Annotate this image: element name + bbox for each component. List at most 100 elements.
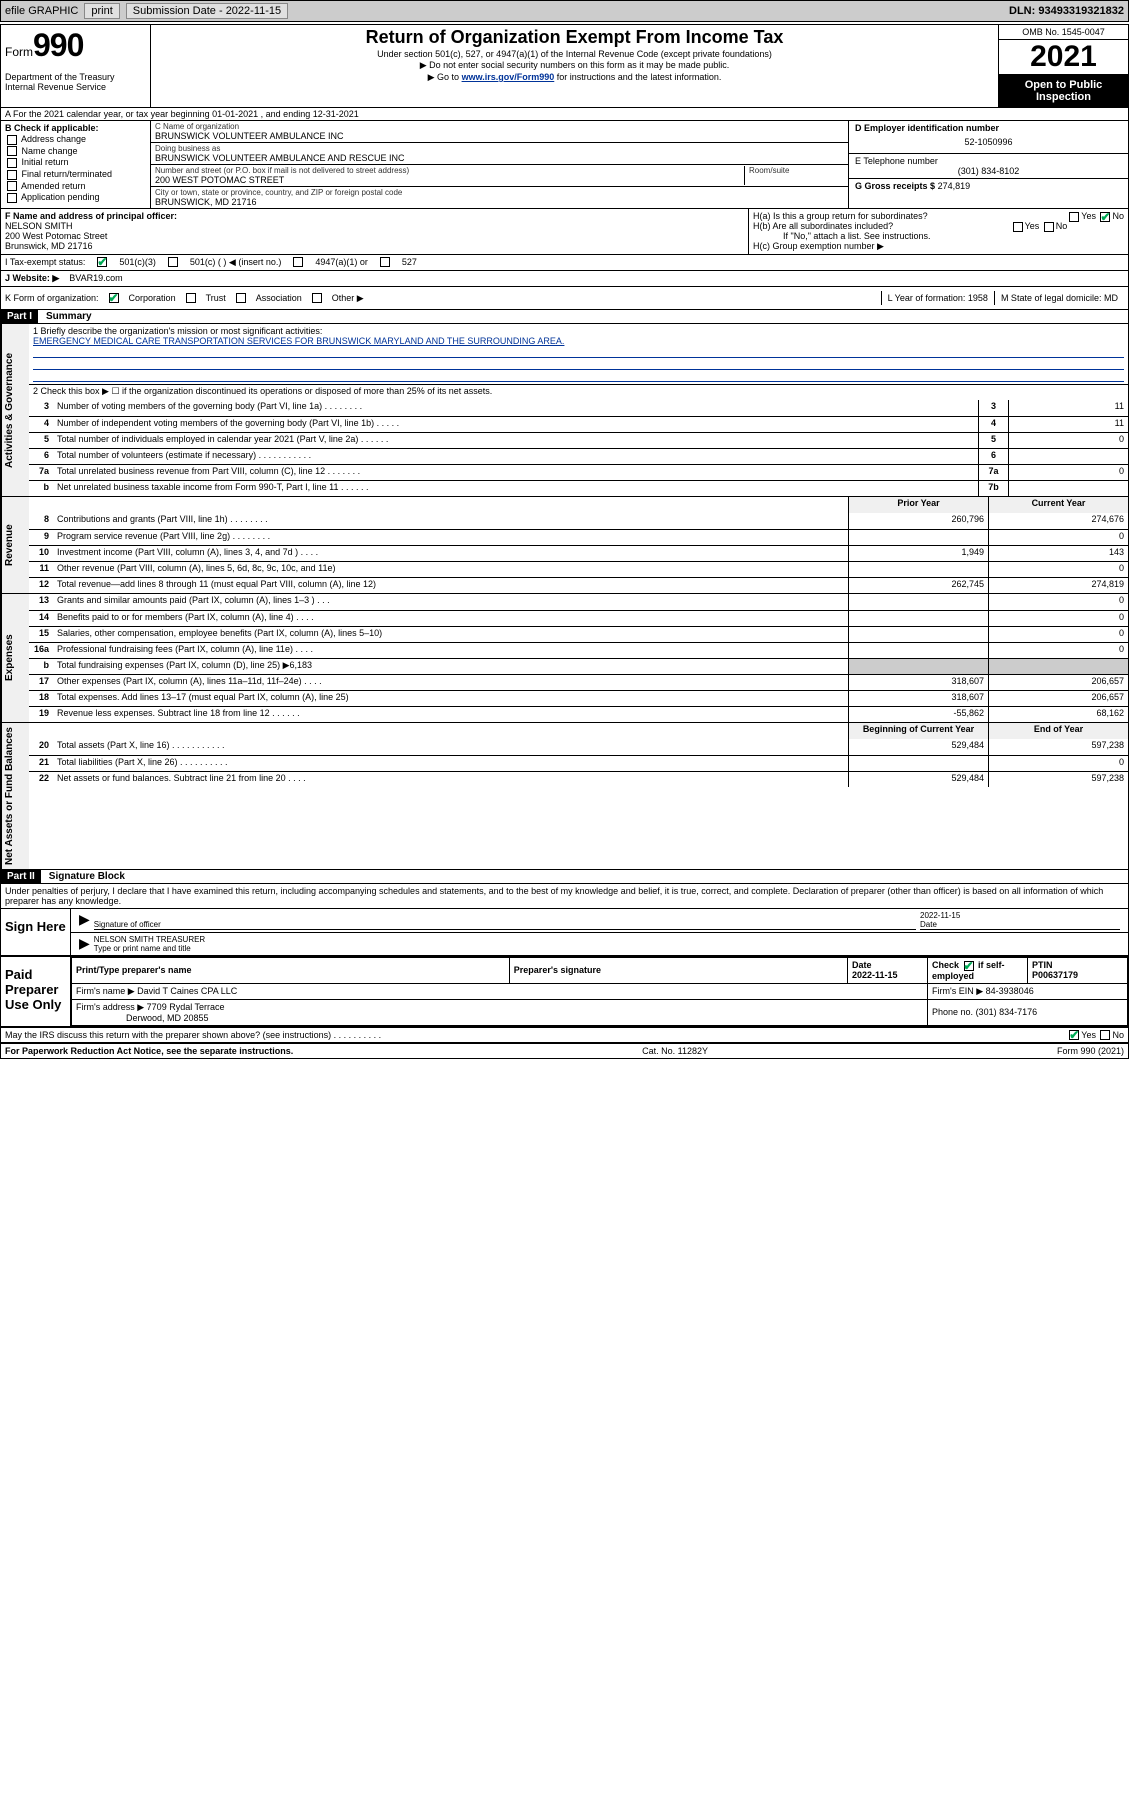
goto-link[interactable]: www.irs.gov/Form990 (462, 72, 555, 82)
arrow-icon: ▶ (79, 935, 90, 953)
l-value: 1958 (968, 293, 988, 303)
line-text: Investment income (Part VIII, column (A)… (53, 546, 848, 561)
prior-val: 529,484 (848, 739, 988, 755)
hc-label: H(c) Group exemption number ▶ (753, 241, 1124, 252)
form-990: Form 990 Department of the Treasury Inte… (0, 24, 1129, 1059)
ha-yes-checkbox[interactable] (1069, 212, 1079, 222)
line-text: Program service revenue (Part VIII, line… (53, 530, 848, 545)
shaded-cell (988, 659, 1128, 674)
form-number: 990 (33, 27, 83, 64)
firm-addr1: 7709 Rydal Terrace (147, 1002, 225, 1012)
501c-checkbox[interactable] (168, 257, 178, 267)
prior-val: 260,796 (848, 513, 988, 529)
street-label: Number and street (or P.O. box if mail i… (155, 166, 744, 175)
mission-label: 1 Briefly describe the organization's mi… (33, 326, 1124, 336)
officer-name: NELSON SMITH (5, 221, 744, 231)
line-text: Salaries, other compensation, employee b… (53, 627, 848, 642)
colb-option[interactable]: Final return/terminated (5, 169, 146, 180)
colb-option[interactable]: Address change (5, 134, 146, 145)
current-val: 274,819 (988, 578, 1128, 593)
colb-option[interactable]: Initial return (5, 157, 146, 168)
4947-checkbox[interactable] (293, 257, 303, 267)
assoc-checkbox[interactable] (236, 293, 246, 303)
phone: (301) 834-8102 (855, 166, 1122, 176)
ha-no-checkbox[interactable] (1100, 212, 1110, 222)
line-val (1008, 449, 1128, 464)
trust-checkbox[interactable] (186, 293, 196, 303)
hb-no-checkbox[interactable] (1044, 222, 1054, 232)
current-val: 0 (988, 530, 1128, 545)
goto-post: for instructions and the latest informat… (554, 72, 721, 82)
line-num: 5 (29, 433, 53, 448)
prep-col4: PTIN (1032, 960, 1053, 970)
form-subtitle: Under section 501(c), 527, or 4947(a)(1)… (155, 49, 994, 59)
prep-col0: Print/Type preparer's name (72, 958, 510, 984)
501c3-checkbox[interactable] (97, 257, 107, 267)
line-box: 6 (978, 449, 1008, 464)
opt-trust: Trust (206, 293, 226, 303)
line-box: 5 (978, 433, 1008, 448)
firm-addr2: Derwood, MD 20855 (126, 1013, 209, 1023)
corp-checkbox[interactable] (109, 293, 119, 303)
line-num: 11 (29, 562, 53, 577)
line-text: Benefits paid to or for members (Part IX… (53, 611, 848, 626)
current-val: 597,238 (988, 739, 1128, 755)
line-num: 4 (29, 417, 53, 432)
firm-name: David T Caines CPA LLC (137, 986, 237, 996)
toolbar: efile GRAPHIC print Submission Date - 20… (0, 0, 1129, 22)
footer-mid: Cat. No. 11282Y (642, 1046, 708, 1056)
line-num: 7a (29, 465, 53, 480)
website: BVAR19.com (69, 273, 122, 284)
dba-label: Doing business as (155, 144, 844, 153)
print-button[interactable]: print (84, 3, 119, 19)
line-val: 0 (1008, 433, 1128, 448)
footer-right: Form 990 (2021) (1057, 1046, 1124, 1056)
line-text: Net unrelated business taxable income fr… (53, 481, 978, 496)
check-if: Check if self-employed (932, 960, 1005, 981)
part2-tag: Part II (1, 870, 41, 883)
prep-col2: Date (852, 960, 872, 970)
header-right: OMB No. 1545-0047 2021 Open to Public In… (998, 25, 1128, 107)
ein-label: D Employer identification number (855, 123, 1122, 133)
line-text: Total number of individuals employed in … (53, 433, 978, 448)
opt-corp: Corporation (129, 293, 176, 303)
part2-title: Signature Block (41, 870, 133, 883)
header-left: Form 990 Department of the Treasury Inte… (1, 25, 151, 107)
colb-option[interactable]: Application pending (5, 192, 146, 203)
ein: 52-1050996 (855, 133, 1122, 151)
line-text: Professional fundraising fees (Part IX, … (53, 643, 848, 658)
part1-title: Summary (38, 310, 100, 323)
colb-option[interactable]: Name change (5, 146, 146, 157)
self-emp-checkbox[interactable] (964, 961, 974, 971)
other-checkbox[interactable] (312, 293, 322, 303)
line-text: Total revenue—add lines 8 through 11 (mu… (53, 578, 848, 593)
discuss-no-checkbox[interactable] (1100, 1030, 1110, 1040)
discuss-yes-checkbox[interactable] (1069, 1030, 1079, 1040)
line-text: Grants and similar amounts paid (Part IX… (53, 594, 848, 610)
527-checkbox[interactable] (380, 257, 390, 267)
current-val: 0 (988, 643, 1128, 658)
line-text: Total expenses. Add lines 13–17 (must eq… (53, 691, 848, 706)
tab-governance: Activities & Governance (1, 324, 29, 496)
submission-date[interactable]: Submission Date - 2022-11-15 (126, 3, 288, 19)
room-label: Room/suite (749, 166, 844, 175)
line-num: 18 (29, 691, 53, 706)
row-a: A For the 2021 calendar year, or tax yea… (1, 108, 363, 120)
colb-option[interactable]: Amended return (5, 181, 146, 192)
org-name: BRUNSWICK VOLUNTEER AMBULANCE INC (155, 131, 844, 141)
gross-value: 274,819 (938, 181, 971, 191)
part1-tag: Part I (1, 310, 38, 323)
line-box: 4 (978, 417, 1008, 432)
row-i-label: I Tax-exempt status: (5, 257, 85, 268)
line-val: 11 (1008, 417, 1128, 432)
prior-val: 262,745 (848, 578, 988, 593)
hb-yes-checkbox[interactable] (1013, 222, 1023, 232)
form-label: Form (5, 45, 33, 59)
tab-expenses: Expenses (1, 594, 29, 722)
ssn-note: ▶ Do not enter social security numbers o… (155, 60, 994, 71)
sig-intro: Under penalties of perjury, I declare th… (1, 884, 1128, 909)
a1: 4947(a)(1) or (315, 257, 368, 268)
prior-val (848, 756, 988, 771)
dept-label: Department of the Treasury Internal Reve… (5, 72, 146, 92)
name-title: NELSON SMITH TREASURER (94, 935, 205, 944)
